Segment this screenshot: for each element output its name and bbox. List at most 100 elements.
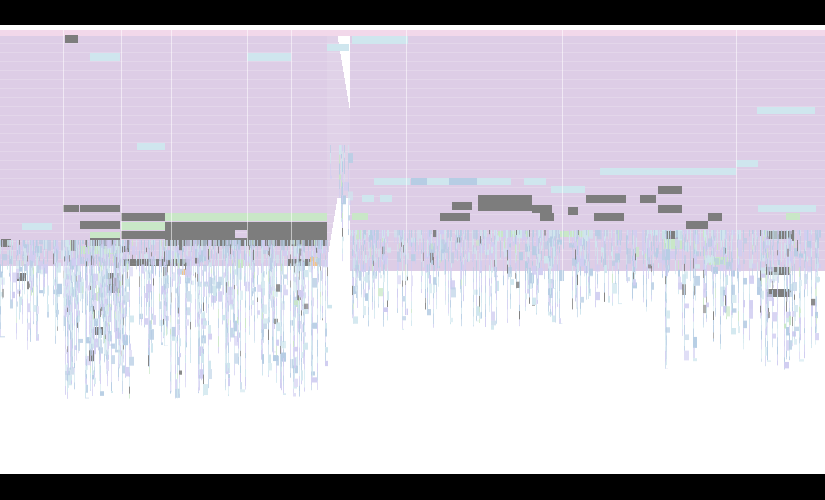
stack-frame[interactable] xyxy=(148,333,149,339)
stack-frame[interactable] xyxy=(198,378,199,388)
stack-frame[interactable] xyxy=(201,275,202,284)
stack-frame[interactable] xyxy=(653,254,654,264)
stack-frame[interactable] xyxy=(815,318,816,327)
stack-frame[interactable] xyxy=(500,240,501,250)
stack-frame[interactable] xyxy=(0,296,1,307)
stack-frame[interactable] xyxy=(2,288,4,298)
stack-frame[interactable] xyxy=(589,230,593,239)
stack-frame[interactable] xyxy=(550,303,551,309)
stack-frame[interactable] xyxy=(233,298,234,303)
stack-frame[interactable] xyxy=(166,291,167,303)
stack-frame[interactable] xyxy=(541,245,542,251)
stack-frame[interactable] xyxy=(74,356,75,363)
stack-frame[interactable] xyxy=(92,347,93,356)
stack-frame[interactable] xyxy=(232,274,233,284)
stack-frame[interactable] xyxy=(74,319,75,326)
stack-frame[interactable] xyxy=(77,240,78,249)
stack-frame[interactable] xyxy=(78,309,79,316)
stack-frame[interactable] xyxy=(436,275,437,284)
stack-frame[interactable] xyxy=(611,230,612,239)
stack-frame[interactable] xyxy=(612,293,613,303)
stack-frame[interactable] xyxy=(325,328,327,337)
stack-frame[interactable] xyxy=(87,290,88,297)
stack-frame[interactable] xyxy=(85,328,86,337)
frame-block[interactable] xyxy=(121,231,165,239)
stack-frame[interactable] xyxy=(148,326,149,334)
stack-frame[interactable] xyxy=(402,328,404,330)
stack-frame[interactable] xyxy=(213,285,217,297)
stack-frame[interactable] xyxy=(186,325,187,335)
stack-frame[interactable] xyxy=(226,337,227,348)
stack-frame[interactable] xyxy=(684,308,685,319)
stack-frame[interactable] xyxy=(80,249,81,257)
stack-frame[interactable] xyxy=(266,240,267,251)
stack-frame[interactable] xyxy=(254,278,255,287)
stack-frame[interactable] xyxy=(43,264,48,274)
stack-frame[interactable] xyxy=(654,247,655,253)
stack-frame[interactable] xyxy=(228,325,229,334)
stack-frame[interactable] xyxy=(223,277,224,286)
stack-frame[interactable] xyxy=(312,277,317,288)
stack-frame[interactable] xyxy=(582,249,583,256)
stack-frame[interactable] xyxy=(760,312,761,318)
stack-frame[interactable] xyxy=(203,338,204,349)
stack-frame[interactable] xyxy=(436,305,437,310)
stack-frame[interactable] xyxy=(191,280,192,285)
stack-frame[interactable] xyxy=(303,262,304,272)
stack-frame[interactable] xyxy=(810,240,811,250)
stack-frame[interactable] xyxy=(9,240,10,251)
stack-frame[interactable] xyxy=(226,347,227,355)
stack-frame[interactable] xyxy=(254,305,255,316)
stack-frame[interactable] xyxy=(749,283,750,294)
stack-frame[interactable] xyxy=(36,305,37,316)
stack-frame[interactable] xyxy=(635,230,636,240)
stack-frame[interactable] xyxy=(342,151,343,162)
stack-frame[interactable] xyxy=(171,336,175,341)
stack-frame[interactable] xyxy=(649,247,650,258)
stack-frame[interactable] xyxy=(195,272,196,278)
stack-frame[interactable] xyxy=(211,258,212,269)
stack-frame[interactable] xyxy=(0,284,1,292)
stack-frame[interactable] xyxy=(44,250,45,258)
stack-frame[interactable] xyxy=(766,230,767,241)
stack-frame[interactable] xyxy=(171,272,176,281)
stack-frame[interactable] xyxy=(261,349,262,360)
stack-frame[interactable] xyxy=(433,237,434,247)
stack-frame[interactable] xyxy=(36,240,37,248)
stack-frame[interactable] xyxy=(539,236,540,244)
stack-frame[interactable] xyxy=(365,254,367,264)
stack-frame[interactable] xyxy=(359,230,360,240)
stack-frame[interactable] xyxy=(263,318,268,324)
stack-frame[interactable] xyxy=(533,230,534,238)
stack-frame[interactable] xyxy=(374,308,375,318)
stack-frame[interactable] xyxy=(706,307,707,315)
stack-frame[interactable] xyxy=(407,259,408,264)
stack-frame[interactable] xyxy=(510,264,511,274)
stack-frame[interactable] xyxy=(405,280,406,286)
stack-frame[interactable] xyxy=(228,386,229,395)
stack-frame[interactable] xyxy=(94,333,95,339)
stack-frame[interactable] xyxy=(550,314,551,317)
stack-frame[interactable] xyxy=(32,287,33,293)
stack-frame[interactable] xyxy=(290,287,291,295)
stack-frame[interactable] xyxy=(37,273,38,279)
stack-frame[interactable] xyxy=(668,269,669,273)
stack-frame[interactable] xyxy=(30,276,31,282)
stack-frame[interactable] xyxy=(376,261,377,271)
stack-frame[interactable] xyxy=(129,330,130,336)
stack-frame[interactable] xyxy=(365,247,366,255)
stack-frame[interactable] xyxy=(0,240,1,246)
stack-frame[interactable] xyxy=(37,240,38,247)
stack-frame[interactable] xyxy=(67,312,68,317)
stack-frame[interactable] xyxy=(39,240,43,245)
stack-frame[interactable] xyxy=(75,258,76,265)
stack-frame[interactable] xyxy=(713,256,714,267)
stack-frame[interactable] xyxy=(532,261,533,266)
stack-frame[interactable] xyxy=(536,242,537,254)
stack-frame[interactable] xyxy=(55,313,56,319)
stack-frame[interactable] xyxy=(203,320,207,326)
stack-frame[interactable] xyxy=(768,230,769,237)
stack-frame[interactable] xyxy=(496,245,497,253)
stack-frame[interactable] xyxy=(608,255,609,262)
stack-frame[interactable] xyxy=(325,259,326,270)
